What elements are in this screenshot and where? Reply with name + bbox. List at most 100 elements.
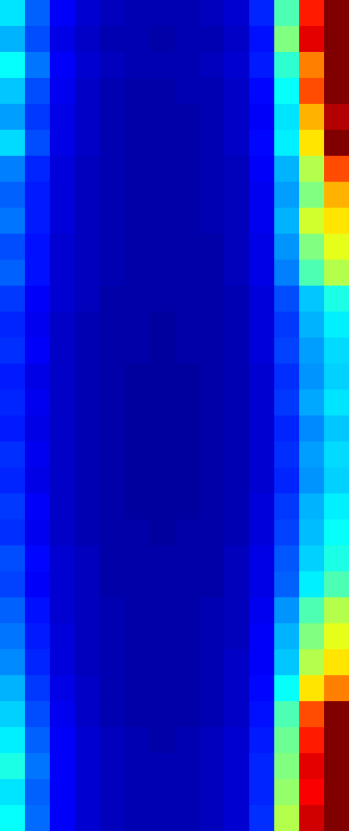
heat-cell [299, 233, 325, 261]
heat-cell [24, 389, 51, 416]
heat-cell [299, 779, 325, 806]
heat-cell [224, 675, 250, 702]
heat-cell [224, 77, 250, 105]
heat-cell [324, 207, 349, 235]
heat-cell [124, 675, 151, 702]
heat-cell [249, 467, 275, 494]
heat-cell [324, 129, 349, 157]
heat-cell [149, 727, 175, 754]
heat-cell [199, 103, 225, 131]
heat-cell [124, 181, 151, 209]
heat-cell [124, 597, 151, 624]
heat-cell [74, 597, 101, 624]
heat-cell [249, 155, 275, 183]
heat-cell [49, 571, 76, 598]
heat-cell [149, 51, 175, 79]
heat-cell [24, 363, 51, 391]
heat-cell [224, 623, 250, 650]
heat-cell [149, 649, 175, 676]
heat-cell [299, 727, 325, 754]
heat-cell [99, 129, 126, 157]
heat-cell [124, 623, 151, 650]
heat-cell [324, 441, 349, 468]
heat-cell [74, 51, 101, 79]
heat-cell [174, 623, 200, 650]
heat-cell [299, 467, 325, 494]
heat-cell [199, 649, 225, 676]
heat-cell [0, 311, 26, 339]
heat-cell [174, 805, 200, 831]
heat-cell [224, 753, 250, 780]
heat-cell [274, 701, 300, 728]
heat-cell [24, 415, 51, 442]
heat-cell [124, 311, 151, 339]
heat-cell [199, 415, 225, 442]
heat-cell [199, 155, 225, 183]
heat-cell [324, 675, 349, 702]
heat-cell [149, 129, 175, 157]
heat-cell [99, 623, 126, 650]
heat-cell [149, 233, 175, 261]
heat-cell [224, 311, 250, 339]
heat-cell [24, 259, 51, 287]
heat-cell [174, 519, 200, 546]
heat-cell [49, 337, 76, 365]
heat-cell [124, 753, 151, 780]
heat-cell [324, 155, 349, 183]
heat-cell [249, 337, 275, 365]
heat-cell [324, 181, 349, 209]
heat-cell [124, 389, 151, 416]
heat-cell [274, 363, 300, 391]
heat-cell [249, 779, 275, 806]
heat-cell [274, 337, 300, 365]
heat-cell [74, 727, 101, 754]
heat-cell [149, 779, 175, 806]
heat-cell [0, 441, 26, 468]
heat-cell [299, 441, 325, 468]
heat-cell [249, 727, 275, 754]
heat-cell [274, 467, 300, 494]
heat-cell [24, 337, 51, 365]
heat-cell [274, 259, 300, 287]
heat-cell [49, 51, 76, 79]
heat-cell [224, 389, 250, 416]
heat-cell [299, 805, 325, 831]
heat-cell [124, 233, 151, 261]
heat-cell [249, 493, 275, 520]
heat-cell [74, 363, 101, 391]
heat-cell [0, 779, 26, 806]
heat-cell [249, 441, 275, 468]
heat-cell [0, 337, 26, 365]
heat-cell [224, 337, 250, 365]
heat-cell [299, 597, 325, 624]
heat-cell [274, 493, 300, 520]
heat-cell [199, 441, 225, 468]
heat-cell [174, 493, 200, 520]
heat-cell [324, 467, 349, 494]
heat-cell [49, 233, 76, 261]
heat-cell [74, 389, 101, 416]
heat-cell [24, 51, 51, 79]
heat-cell [224, 181, 250, 209]
heat-cell [99, 155, 126, 183]
heat-cell [124, 103, 151, 131]
heat-cell [324, 649, 349, 676]
heat-cell [174, 259, 200, 287]
heat-cell [299, 181, 325, 209]
heat-cell [24, 207, 51, 235]
heat-cell [99, 77, 126, 105]
heat-cell [74, 415, 101, 442]
heat-cell [199, 493, 225, 520]
heat-cell [74, 467, 101, 494]
heat-cell [49, 415, 76, 442]
heat-cell [249, 675, 275, 702]
heat-cell [224, 155, 250, 183]
heat-cell [199, 701, 225, 728]
heat-cell [199, 727, 225, 754]
heat-cell [0, 493, 26, 520]
heat-cell [299, 103, 325, 131]
heat-cell [224, 571, 250, 598]
heat-cell [299, 285, 325, 313]
heat-cell [74, 207, 101, 235]
